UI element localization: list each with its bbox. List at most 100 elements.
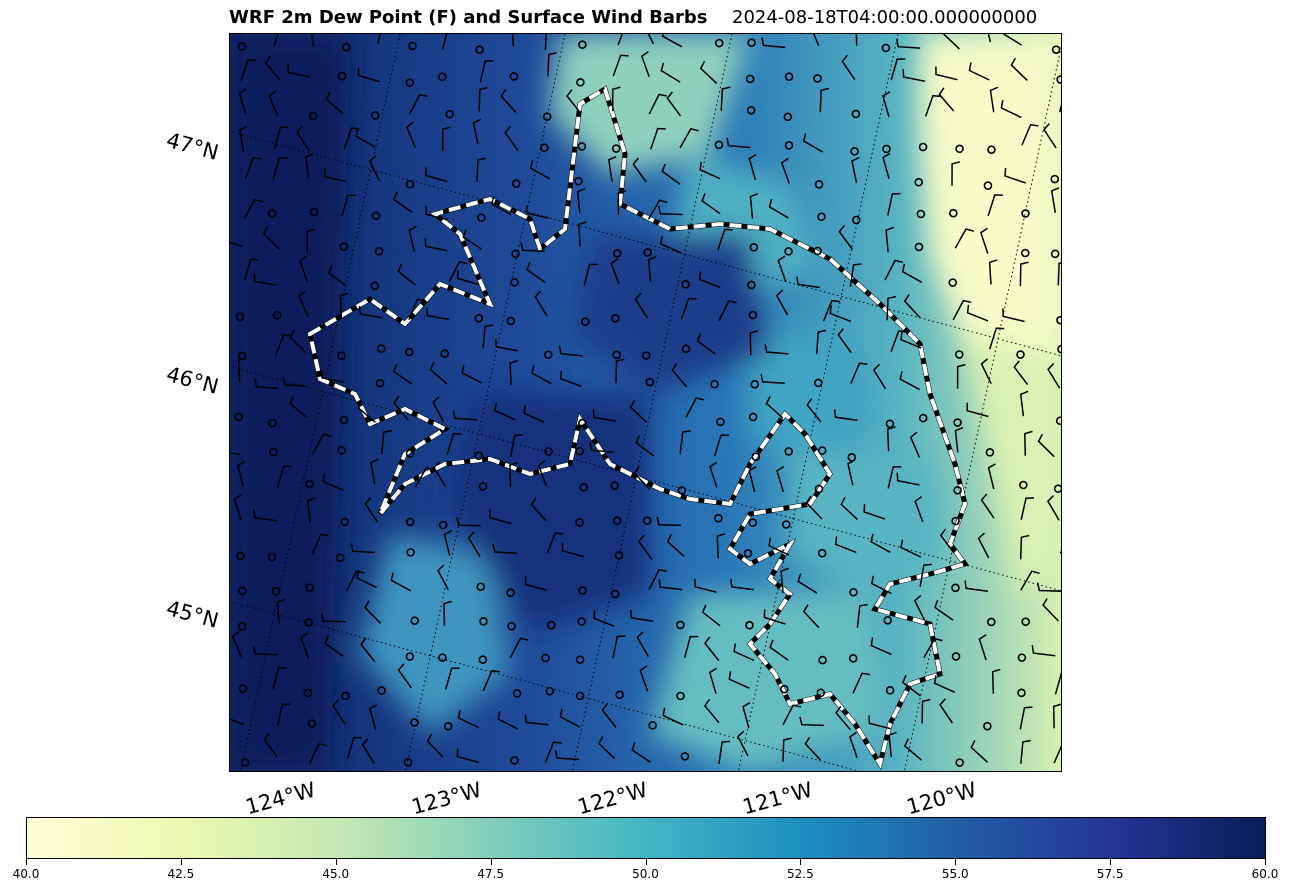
calm-wind-marker: [983, 721, 992, 731]
wind-barb: [306, 497, 316, 523]
wind-barb: [797, 573, 818, 594]
wind-barb: [914, 496, 924, 523]
wind-barb: [509, 637, 529, 659]
calm-wind-marker: [269, 447, 278, 457]
wind-barb: [392, 363, 413, 385]
calm-wind-marker: [440, 349, 450, 358]
calm-wind-marker: [743, 549, 753, 558]
wind-barb: [597, 736, 616, 760]
colorbar: [26, 817, 1266, 859]
wind-barb: [647, 34, 655, 45]
calm-wind-marker: [410, 616, 419, 625]
wind-barb: [991, 668, 1001, 694]
wind-barb: [987, 463, 996, 490]
wind-barb: [443, 529, 452, 556]
wind-barb: [592, 409, 616, 422]
wind-barb: [769, 639, 789, 661]
map-panel[interactable]: [229, 33, 1062, 772]
calm-wind-marker: [951, 652, 961, 661]
calm-wind-marker: [953, 485, 962, 495]
wind-barb: [902, 68, 926, 83]
calm-wind-marker: [238, 684, 248, 693]
calm-wind-marker: [237, 42, 247, 51]
calm-wind-marker: [714, 513, 723, 523]
wind-barb: [980, 227, 989, 254]
calm-wind-marker: [303, 688, 313, 698]
wind-barb: [649, 127, 666, 150]
wind-barb: [332, 699, 346, 725]
calm-wind-marker: [403, 758, 413, 767]
wind-barb: [273, 126, 289, 149]
wind-barb: [230, 241, 243, 248]
colorbar-tick: [180, 859, 182, 865]
wind-barb: [558, 345, 583, 357]
wind-barb: [426, 733, 444, 758]
calm-wind-marker: [1051, 45, 1061, 54]
calm-wind-marker: [575, 655, 585, 664]
calm-wind-marker: [341, 42, 351, 52]
wind-barb: [802, 133, 824, 153]
calm-wind-marker: [954, 350, 964, 359]
wind-barb: [243, 258, 259, 281]
wind-barb: [658, 579, 683, 591]
calm-wind-marker: [642, 516, 652, 525]
wind-barb: [524, 714, 549, 726]
wind-barb: [1021, 123, 1039, 146]
calm-wind-marker: [477, 213, 486, 222]
wind-barb: [679, 430, 691, 454]
calm-wind-marker: [506, 316, 516, 326]
wind-barb: [276, 598, 286, 625]
calm-wind-marker: [983, 181, 993, 190]
wind-barb: [320, 369, 344, 383]
wind-barb: [656, 516, 682, 527]
calm-wind-marker: [1056, 315, 1061, 325]
wind-barb: [230, 452, 241, 456]
latitude-line: [230, 131, 1061, 357]
wind-barb: [847, 459, 856, 486]
calm-wind-marker: [951, 583, 960, 593]
calm-wind-marker: [340, 517, 350, 527]
calm-wind-marker: [370, 111, 380, 120]
colorbar-tick: [490, 859, 492, 865]
wind-barb: [546, 532, 564, 554]
calm-wind-marker: [574, 176, 583, 186]
calm-wind-marker: [781, 520, 791, 529]
calm-wind-marker: [648, 721, 657, 730]
wind-barb: [457, 709, 479, 729]
map-title: WRF 2m Dew Point (F) and Surface Wind Ba…: [229, 7, 708, 28]
wind-barb: [888, 731, 897, 758]
wind-barb: [728, 671, 750, 689]
wind-barb: [698, 271, 721, 289]
wind-barb: [647, 256, 657, 282]
wind-barb: [1043, 123, 1057, 149]
wind-barb: [805, 495, 823, 520]
wind-barb: [566, 89, 582, 114]
graticule: [230, 34, 1061, 771]
wind-barb: [935, 66, 958, 81]
wind-barb: [390, 572, 412, 592]
calm-wind-marker: [575, 518, 584, 527]
wind-barb: [482, 669, 500, 692]
wind-barb: [350, 543, 375, 554]
wind-barb: [713, 434, 730, 457]
wind-barb: [956, 363, 966, 389]
wind-barb: [601, 703, 617, 728]
calm-wind-marker: [745, 620, 754, 630]
wind-barb: [887, 466, 902, 489]
wind-barb: [1002, 308, 1025, 323]
wind-barb: [529, 160, 551, 180]
wind-barb: [617, 34, 624, 46]
wind-barb: [942, 34, 960, 50]
wind-barb: [393, 395, 409, 421]
wind-barb: [1054, 672, 1061, 695]
calm-wind-marker: [676, 620, 685, 630]
wind-barb: [244, 157, 262, 179]
colorbar-tick-label: 42.5: [167, 867, 195, 881]
wind-barb: [370, 458, 379, 485]
calm-wind-marker: [545, 686, 555, 696]
wind-barb: [952, 299, 972, 321]
calm-wind-marker: [848, 653, 858, 663]
wind-barb: [322, 473, 344, 491]
calm-wind-marker: [746, 105, 756, 115]
wind-barb: [720, 86, 731, 111]
